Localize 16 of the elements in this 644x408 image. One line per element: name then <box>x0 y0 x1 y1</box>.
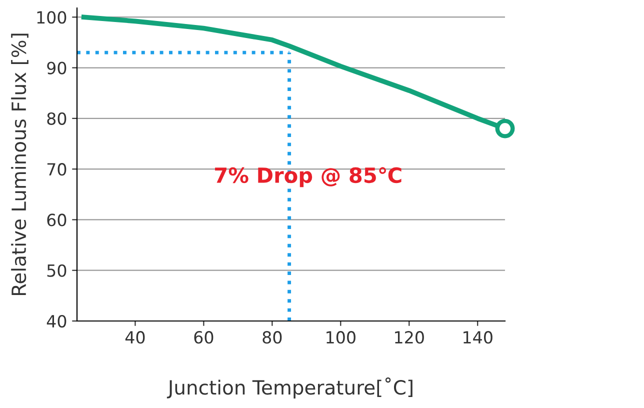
x-tick-label: 40 <box>125 331 145 344</box>
annotation: 7% Drop @ 85℃ <box>215 167 402 188</box>
y-tick-label: 80 <box>47 112 66 125</box>
x-tick-label: 140 <box>464 331 492 344</box>
x-tick-label: 60 <box>194 331 214 344</box>
y-tick-label: 100 <box>37 11 66 24</box>
x-axis-title: Junction Temperature[˚C] <box>166 377 412 399</box>
x-tick-label: 100 <box>326 331 356 344</box>
y-tick-label: 90 <box>47 62 66 74</box>
x-tick-label: 80 <box>262 331 282 344</box>
y-tick-label: 60 <box>47 214 66 226</box>
y-tick-label: 40 <box>46 314 66 328</box>
y-axis-title: Relative Luminous Flux [%] <box>11 34 28 296</box>
y-tick-label: 70 <box>47 163 66 176</box>
x-tick-label: 120 <box>395 331 424 344</box>
y-tick-label: 50 <box>47 264 66 277</box>
